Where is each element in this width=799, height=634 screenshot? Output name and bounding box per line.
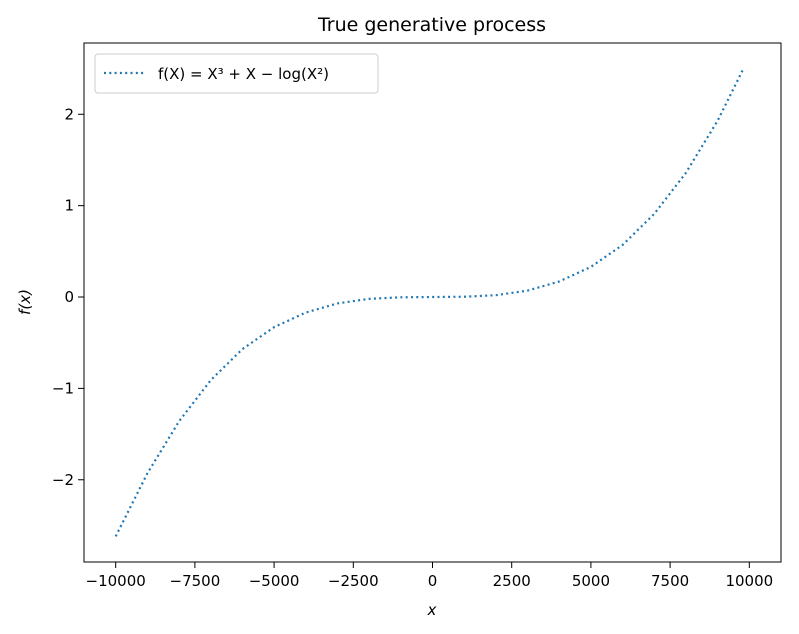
- legend: f(X) = X³ + X − log(X²): [94, 53, 379, 94]
- series-line-0: [114, 69, 744, 537]
- legend-frame: [94, 53, 379, 94]
- y-tick-label: −1: [52, 379, 74, 397]
- chart-title: True generative process: [317, 14, 546, 36]
- x-tick-label: −10000: [86, 572, 146, 590]
- x-axis-label: x: [427, 601, 437, 619]
- y-axis-label: f(x): [16, 289, 34, 315]
- x-tick-label: 5000: [572, 572, 610, 590]
- x-tick-label: −5000: [249, 572, 300, 590]
- x-tick-label: −2500: [328, 572, 379, 590]
- legend-entry-label: f(X) = X³ + X − log(X²): [158, 65, 329, 83]
- plot-frame: [83, 42, 782, 563]
- y-tick-label: 2: [64, 105, 74, 123]
- x-tick-label: 7500: [651, 572, 689, 590]
- x-axis: −10000 −7500 −5000 −2500 0 2500 5000 7500 10000: [86, 562, 773, 590]
- plot-area: −10000 −7500 −5000 −2500 0 2500 5000 7500 10000 …: [52, 42, 782, 590]
- x-tick-label: 0: [428, 572, 438, 590]
- x-tick-label: 2500: [493, 572, 531, 590]
- y-tick-label: −2: [52, 471, 74, 489]
- y-tick-label: 1: [64, 197, 74, 215]
- y-axis: −2 −1 0 1 2: [52, 105, 84, 489]
- x-tick-label: −7500: [170, 572, 221, 590]
- y-tick-label: 0: [64, 288, 74, 306]
- x-tick-label: 10000: [725, 572, 773, 590]
- series-layer: [114, 69, 744, 537]
